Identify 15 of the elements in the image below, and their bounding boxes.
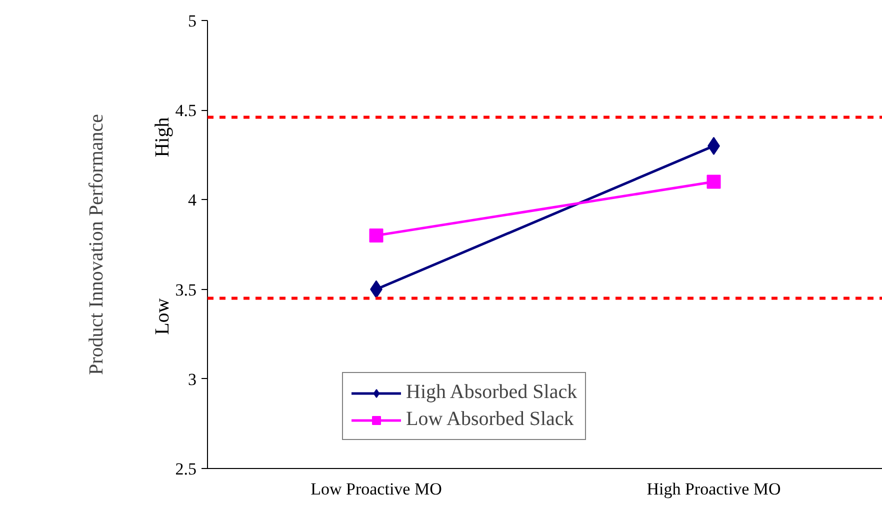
x-tick-label: High Proactive MO — [646, 480, 781, 498]
point — [369, 228, 384, 243]
y-tick-label: 4.5 — [175, 101, 196, 120]
y-tick-label: 4 — [188, 190, 197, 210]
point — [706, 174, 721, 189]
y-tick-label: 2.5 — [175, 460, 196, 478]
y-tick-label: 3.5 — [175, 280, 196, 300]
y-axis-title: Product Innovation Performance — [86, 114, 108, 376]
ref-line-label: Low — [152, 298, 174, 335]
legend-label: Low Absorbed Slack — [406, 408, 574, 431]
legend-label: High Absorbed Slack — [406, 381, 578, 404]
y-tick-label: 3 — [188, 370, 196, 389]
y-tick-label: 5 — [188, 12, 196, 30]
ref-line-label: High — [152, 117, 174, 158]
x-tick-label: Low Proactive MO — [310, 480, 442, 498]
